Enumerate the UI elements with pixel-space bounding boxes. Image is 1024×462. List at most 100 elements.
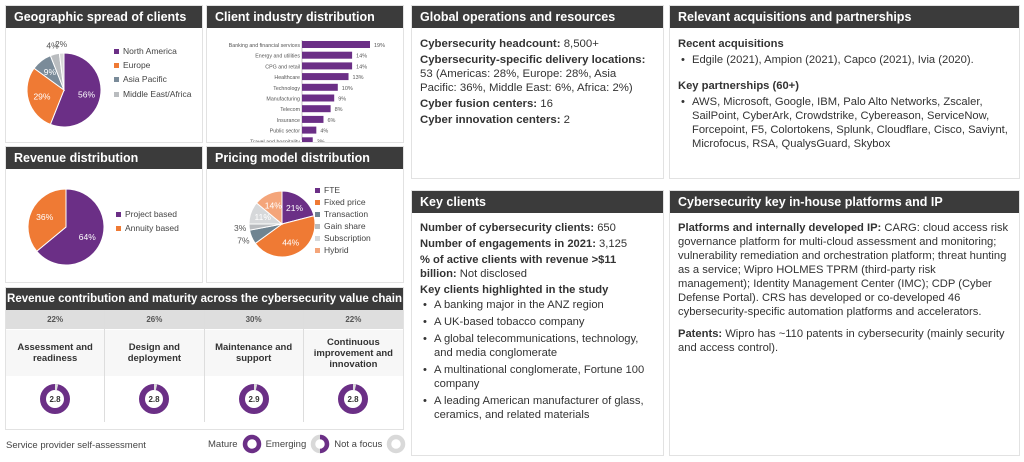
active-clients: % of active clients with revenue >$11 bi… [420, 254, 617, 280]
pricing-panel: Pricing model distribution 21% 44% 7% 3% 11%… [206, 146, 404, 283]
stage-name: Design and deployment [105, 330, 204, 376]
pie-slice [27, 188, 67, 252]
recent-acquisitions-label: Recent acquisitions [678, 38, 784, 50]
stage-name: Continuous improvement and innovation [303, 330, 403, 376]
emerging-icon [311, 434, 330, 454]
num-clients: Number of cybersecurity clients: 650 [420, 222, 616, 234]
revenue-panel: Revenue distribution 64% 36% Project base… [5, 146, 203, 283]
list-item: A banking major in the ANZ region [420, 298, 655, 312]
legend-item: Annuity based [116, 221, 179, 235]
industry-panel: Client industry distribution Banking and… [206, 5, 404, 143]
revenue-pie-chart: 64% 36% [27, 188, 105, 266]
category-label: Insurance [277, 118, 300, 124]
value-chain-stage: 22% Assessment and readiness 2.8 [6, 310, 106, 422]
category-label: CPG and retail [265, 64, 300, 70]
data-label: 10% [342, 86, 353, 92]
data-label: 9% [338, 97, 346, 103]
data-label: 11% [255, 212, 272, 222]
pricing-pie-chart: 21% 44% 7% 3% 11% 14% [234, 190, 316, 258]
pie-slice [49, 52, 102, 128]
data-label: 14% [265, 200, 282, 210]
data-label: 44% [282, 238, 299, 248]
fusion-centers: Cyber fusion centers: 16 [420, 98, 553, 110]
pie-slice [58, 52, 65, 91]
geo-legend: North America Europe Asia Pacific Middle… [114, 44, 202, 99]
bar [302, 62, 353, 70]
category-label: Technology [273, 86, 300, 92]
value-chain-panel: Revenue contribution and maturity across… [5, 287, 404, 430]
list-item: A multinational conglomerate, Fortune 10… [420, 363, 655, 391]
acquisitions-title: Relevant acquisitions and partnerships [670, 6, 1019, 28]
industry-bar-chart: Banking and financial services 19% Energy … [229, 40, 385, 142]
industry-title: Client industry distribution [207, 6, 403, 28]
bar [302, 105, 331, 113]
value-chain-stage: 30% Maintenance and support 2.9 [204, 310, 304, 422]
data-label: 3% [317, 139, 325, 142]
bar [302, 41, 370, 48]
revenue-pct: 26% [105, 310, 204, 330]
bar [302, 51, 353, 59]
partnerships-label: Key partnerships (60+) [678, 80, 799, 92]
list-item: Edgile (2021), Ampion (2021), Capco (202… [678, 53, 1011, 67]
list-item: A leading American manufacturer of glass… [420, 394, 655, 422]
value-chain-stage: 26% Design and deployment 2.8 [105, 310, 205, 422]
bar [302, 94, 335, 102]
maturity-donut-icon: 2.8 [139, 384, 170, 414]
data-label: 9% [44, 67, 57, 77]
data-label: 14% [356, 54, 367, 60]
geo-panel: Geographic spread of clients 56% 29% 9% 4% 2… [5, 5, 203, 143]
maturity-score: 2.8 [149, 395, 161, 404]
maturity-score: 2.9 [248, 395, 260, 404]
data-label: 29% [33, 91, 50, 101]
bar [302, 83, 338, 91]
platforms-title: Cybersecurity key in-house platforms and… [670, 191, 1019, 213]
pie-slice [254, 215, 316, 258]
global-ops-panel: Global operations and resources Cybersec… [411, 5, 664, 179]
mature-icon [242, 434, 261, 454]
delivery-locations: Cybersecurity-specific delivery location… [420, 54, 646, 94]
data-label: 2% [55, 39, 68, 49]
legend-item: Project based [116, 207, 179, 221]
revenue-pct: 22% [6, 310, 105, 330]
key-clients-title: Key clients [412, 191, 663, 213]
revenue-pct: 30% [204, 310, 303, 330]
maturity-legend: Mature Emerging Not a focus [208, 434, 406, 454]
data-label: 36% [36, 212, 53, 222]
data-label: 4% [320, 129, 328, 135]
legend-item: Europe [114, 58, 202, 72]
legend-item: Transaction [315, 208, 371, 220]
geo-pie-chart: 56% 29% 9% 4%2% [26, 39, 102, 128]
legend-item: Hybrid [315, 244, 371, 256]
num-engagements: Number of engagements in 2021: 3,125 [420, 238, 628, 250]
bar [302, 115, 324, 123]
legend-not-focus: Not a focus [334, 438, 383, 450]
category-label: Banking and financial services [229, 43, 301, 49]
data-label: 13% [353, 75, 364, 81]
platforms-text: Platforms and internally developed IP: C… [678, 222, 1009, 318]
not-focus-icon [387, 434, 406, 454]
highlight-label: Key clients highlighted in the study [420, 284, 609, 296]
revenue-legend: Project based Annuity based [116, 207, 179, 235]
maturity-donut-icon: 2.9 [238, 384, 269, 414]
revenue-title: Revenue distribution [6, 147, 202, 169]
value-chain-stage: 22% Continuous improvement and innovatio… [303, 310, 403, 422]
category-label: Energy and utilities [255, 54, 300, 60]
bar [302, 126, 317, 134]
pie-slice [26, 67, 65, 126]
data-label: 7% [237, 236, 250, 246]
pie-slice [281, 190, 315, 225]
legend-item: North America [114, 44, 202, 58]
geo-title: Geographic spread of clients [6, 6, 202, 28]
value-chain-title: Revenue contribution and maturity across… [6, 288, 403, 310]
global-ops-title: Global operations and resources [412, 6, 663, 28]
maturity-score: 2.8 [50, 395, 62, 404]
acquisitions-panel: Relevant acquisitions and partnerships R… [669, 5, 1020, 179]
data-label: 14% [356, 64, 367, 70]
category-label: Travel and hospitality [250, 139, 300, 142]
list-item: A global telecommunications, technology,… [420, 332, 655, 360]
pricing-title: Pricing model distribution [207, 147, 403, 169]
legend-item: Gain share [315, 220, 371, 232]
category-label: Public sector [270, 129, 301, 135]
bar [302, 137, 313, 142]
legend-item: Middle East/Africa [114, 89, 202, 99]
